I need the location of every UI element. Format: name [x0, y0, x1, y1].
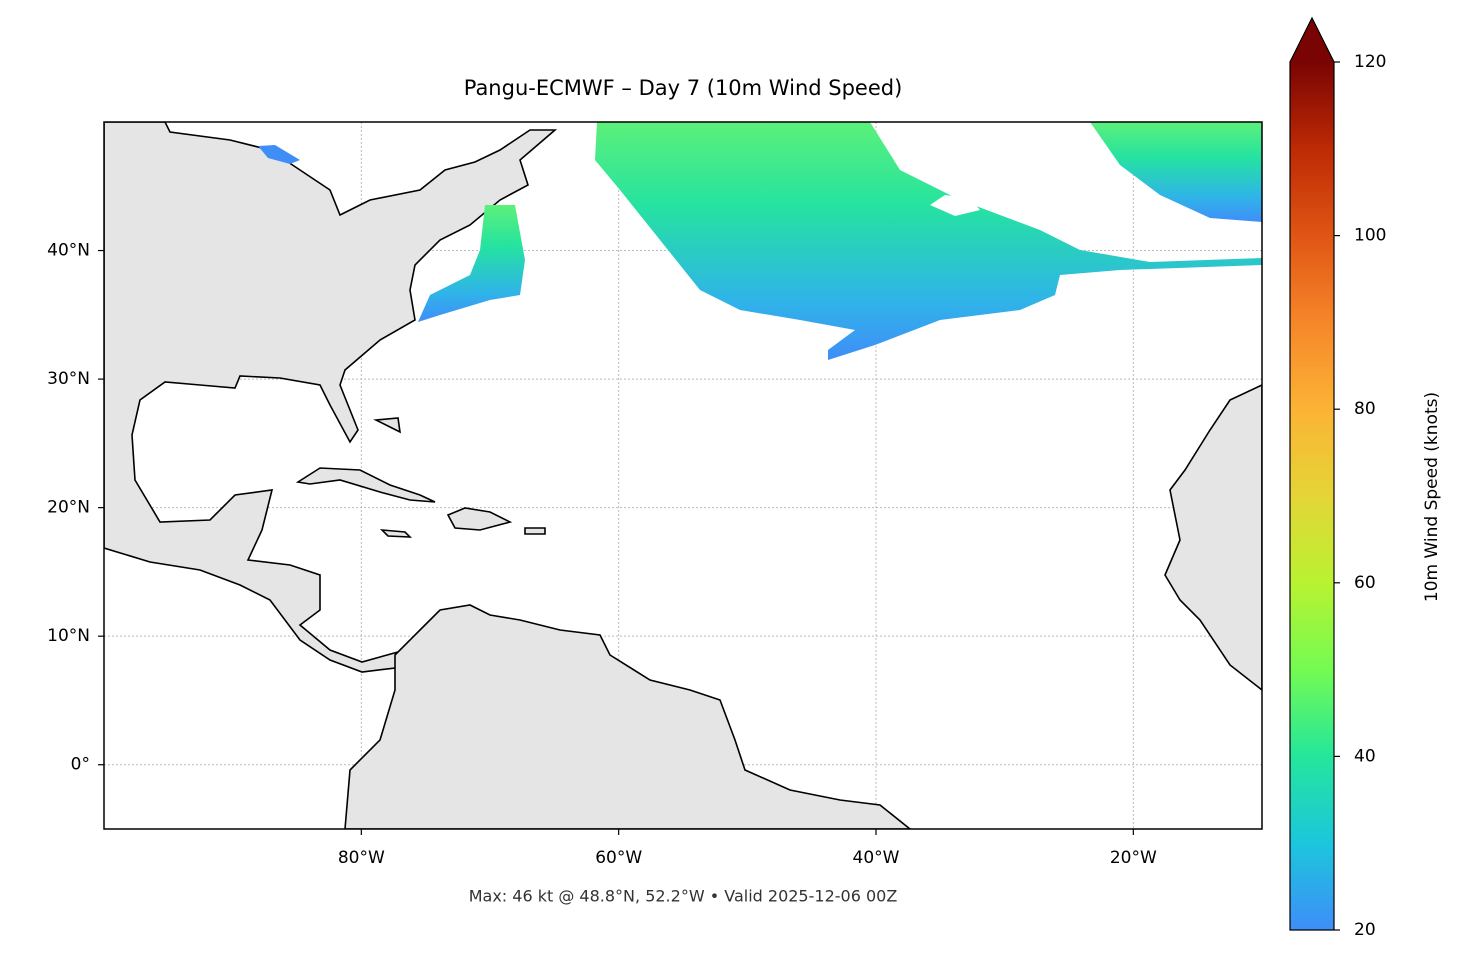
x-tick-label: 40°W	[853, 848, 900, 868]
chart-title: Pangu-ECMWF – Day 7 (10m Wind Speed)	[464, 76, 903, 100]
x-tick-label: 80°W	[338, 848, 385, 868]
wind-swath	[418, 205, 525, 322]
south-america	[344, 604, 912, 829]
colorbar-tick-label: 20	[1354, 920, 1376, 940]
wind-gap	[930, 195, 980, 216]
map-frame	[103, 121, 1263, 830]
wind-swath	[1090, 122, 1262, 222]
x-tick-label: 20°W	[1110, 848, 1157, 868]
y-tick-label: 10°N	[47, 626, 90, 646]
footnote: Max: 46 kt @ 48.8°N, 52.2°W • Valid 2025…	[469, 887, 898, 906]
wind-swath	[595, 122, 1262, 360]
axes: 80°W 60°W 40°W 20°W 0° 10°N 20°N 30°N 40°N	[47, 241, 1157, 868]
colorbar-tick-label: 100	[1354, 226, 1386, 246]
colorbar-tick-label: 40	[1354, 746, 1376, 766]
cuba	[295, 467, 436, 503]
colorbar-tick-label: 120	[1354, 52, 1386, 72]
y-tick-label: 30°N	[47, 369, 90, 389]
bahamas	[373, 417, 402, 434]
y-tick-label: 20°N	[47, 498, 90, 518]
hispaniola	[446, 507, 513, 531]
colorbar-extension	[1290, 18, 1334, 62]
y-tick-label: 40°N	[47, 241, 90, 261]
colorbar-fill	[1290, 62, 1334, 930]
colorbar-outline	[1289, 16, 1335, 931]
puerto-rico	[524, 527, 546, 535]
colorbar-label: 10m Wind Speed (knots)	[1422, 392, 1442, 602]
map-area	[104, 122, 1262, 829]
colorbar: 20 40 60 80 100 120	[1289, 16, 1386, 940]
x-tick-label: 60°W	[595, 848, 642, 868]
africa	[1164, 384, 1262, 692]
colorbar-tick-label: 80	[1354, 399, 1376, 419]
colorbar-tick-label: 60	[1354, 573, 1376, 593]
y-tick-label: 0°	[71, 755, 90, 775]
wind-patch	[258, 145, 300, 164]
jamaica	[379, 529, 413, 538]
